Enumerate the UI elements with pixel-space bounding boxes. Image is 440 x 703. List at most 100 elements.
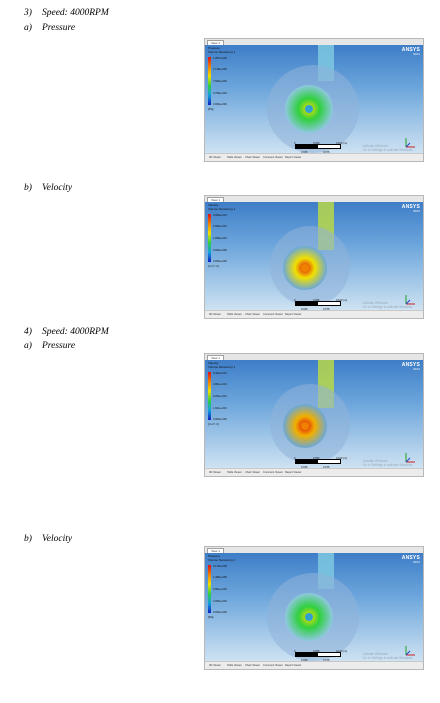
scale-bar	[295, 301, 341, 306]
scale-bar	[295, 652, 341, 657]
legend-color-bar	[208, 57, 211, 105]
legend-tick: 1.601e+001	[213, 407, 227, 410]
axis-triad-icon	[405, 138, 415, 148]
watermark-line-2: Go to Settings to activate Windows.	[362, 463, 413, 467]
viewer-bottom-tabs: 3D Viewer Table Viewer Chart Viewer Comment…	[205, 153, 423, 161]
view-tab[interactable]: View 1	[207, 355, 224, 360]
legend-tick: 2.179e+005	[213, 565, 227, 568]
legend-color-bar	[208, 565, 211, 613]
bottom-tab[interactable]: Chart Viewer	[245, 470, 260, 474]
bottom-tab[interactable]: 3D Viewer	[209, 312, 221, 316]
bottom-tab[interactable]: Table Viewer	[227, 312, 242, 316]
bottom-tab[interactable]: Chart Viewer	[245, 312, 260, 316]
scale-bar	[295, 144, 341, 149]
bottom-tab[interactable]: Report Viewer	[285, 312, 302, 316]
bottom-tab[interactable]: 3D Viewer	[209, 470, 221, 474]
viewport[interactable]: ANSYS R18.0 Pressure Volume Rendering 1 2.17…	[205, 553, 423, 662]
legend-tick: 0.000e+000	[213, 260, 227, 263]
scale-label-mid: 0.050	[313, 457, 320, 460]
viewport[interactable]: ANSYS R18.0 Velocity Volume Rendering 1 3.99…	[205, 202, 423, 311]
ansys-version: R18.0	[413, 210, 420, 213]
scale-label-q1: 0.025	[301, 466, 308, 469]
scale-label-q3: 0.075	[323, 466, 330, 469]
scale-label-left: 0	[294, 142, 296, 145]
axis-triad-icon	[405, 646, 415, 656]
viewport[interactable]: ANSYS R18.0 Velocity Volume Rendering 1 6.40…	[205, 360, 423, 469]
bottom-tab[interactable]: Chart Viewer	[245, 155, 260, 159]
ansys-logo: ANSYS	[401, 555, 420, 561]
bottom-tab[interactable]: Comment Viewer	[263, 663, 283, 667]
legend-tick: 1.485e+005	[213, 576, 227, 579]
ansys-version: R18.0	[413, 368, 420, 371]
viewer-bottom-tabs: 3D Viewer Table Viewer Chart Viewer Comment…	[205, 310, 423, 318]
bottom-tab[interactable]: Report Viewer	[285, 663, 302, 667]
ansys-version: R18.0	[413, 561, 420, 564]
legend-title: Pressure Volume Rendering 1	[208, 46, 235, 54]
cfd-screenshot-1: View 1 ANSYS R18.0 Pressure Volume Rendering…	[204, 38, 424, 162]
bottom-tab[interactable]: Table Viewer	[227, 155, 242, 159]
watermark-line-1: Activate Windows	[362, 301, 388, 305]
cfd-screenshot-2: View 1 ANSYS R18.0 Velocity Volume Rendering…	[204, 195, 424, 319]
legend-tick: 2.996e+001	[213, 225, 227, 228]
legend-tick: 1.287e+005	[213, 57, 227, 60]
legend-unit: [m s^-1]	[208, 422, 219, 426]
legend-tick: 3.996e+001	[213, 214, 227, 217]
bottom-tab[interactable]: Comment Viewer	[263, 470, 283, 474]
legend-tick: 7.590e+004	[213, 80, 227, 83]
legend-tick: 4.950e+004	[213, 600, 227, 603]
legend-tick: 1.998e+001	[213, 237, 227, 240]
watermark-line-2: Go to Settings to activate Windows.	[362, 656, 413, 660]
legend-variable: Pressure	[208, 46, 221, 50]
legend-rendering: Volume Rendering 1	[208, 206, 236, 211]
bottom-tab[interactable]: 3D Viewer	[209, 663, 221, 667]
pump-render	[267, 553, 359, 661]
legend-rendering: Volume Rendering 1	[208, 557, 236, 562]
bottom-tab[interactable]: Report Viewer	[285, 155, 302, 159]
viewer-bottom-tabs: 3D Viewer Table Viewer Chart Viewer Comment…	[205, 661, 423, 669]
legend-title: Pressure Volume Rendering 1	[208, 554, 236, 562]
view-tab[interactable]: View 1	[207, 548, 224, 553]
bottom-tab[interactable]: Report Viewer	[285, 470, 302, 474]
scale-label-q3: 0.075	[323, 659, 330, 662]
view-tab[interactable]: View 1	[207, 40, 224, 45]
bottom-tab[interactable]: 3D Viewer	[209, 155, 221, 159]
legend-unit: [Pa]	[208, 615, 214, 619]
legend-tick: 0.000e+000	[213, 418, 227, 421]
scale-label-right: 0.100 (m)	[336, 142, 348, 145]
scale-label-q1: 0.025	[301, 308, 308, 311]
impeller-hub	[305, 613, 313, 621]
bottom-tab[interactable]: Comment Viewer	[263, 312, 283, 316]
ansys-logo: ANSYS	[401, 47, 420, 53]
cfd-screenshot-3: View 1 ANSYS R18.0 Velocity Volume Rendering…	[204, 353, 424, 477]
view-tab[interactable]: View 1	[207, 197, 224, 202]
scale-label-right: 0.100 (m)	[336, 299, 348, 302]
legend-variable: Velocity	[208, 361, 219, 365]
scale-label-left: 0	[294, 299, 296, 302]
scale-label-mid: 0.050	[313, 650, 320, 653]
scale-bar	[295, 459, 341, 464]
section-heading-4: 4) Speed: 4000RPM	[24, 327, 109, 337]
scale-label-q3: 0.075	[323, 308, 330, 311]
pump-render	[270, 360, 350, 464]
legend-variable: Pressure	[208, 554, 221, 558]
legend-rendering: Volume Rendering 1	[208, 364, 236, 369]
bottom-tab[interactable]: Table Viewer	[227, 470, 242, 474]
bottom-tab[interactable]: Table Viewer	[227, 663, 242, 667]
legend-tick: 0.000e+000	[213, 103, 227, 106]
scale-label-mid: 0.050	[313, 299, 320, 302]
scale-label-q1: 0.025	[301, 151, 308, 154]
legend-tick: 9.990e+000	[213, 249, 227, 252]
ansys-version: R18.0	[413, 53, 420, 56]
impeller-hub	[301, 264, 309, 272]
viewport[interactable]: ANSYS R18.0 Pressure Volume Rendering 1 1.28…	[205, 45, 423, 154]
ansys-logo: ANSYS	[401, 204, 420, 210]
bottom-tab[interactable]: Chart Viewer	[245, 663, 260, 667]
scale-label-left: 0	[294, 457, 296, 460]
legend-tick: 3.201e+001	[213, 395, 227, 398]
legend-title: Velocity Volume Rendering 1	[208, 361, 236, 369]
impeller-hub	[301, 422, 309, 430]
impeller-hub	[305, 105, 313, 113]
bottom-tab[interactable]: Comment Viewer	[263, 155, 283, 159]
scale-label-q1: 0.025	[301, 659, 308, 662]
legend-tick: 9.901e+004	[213, 588, 227, 591]
